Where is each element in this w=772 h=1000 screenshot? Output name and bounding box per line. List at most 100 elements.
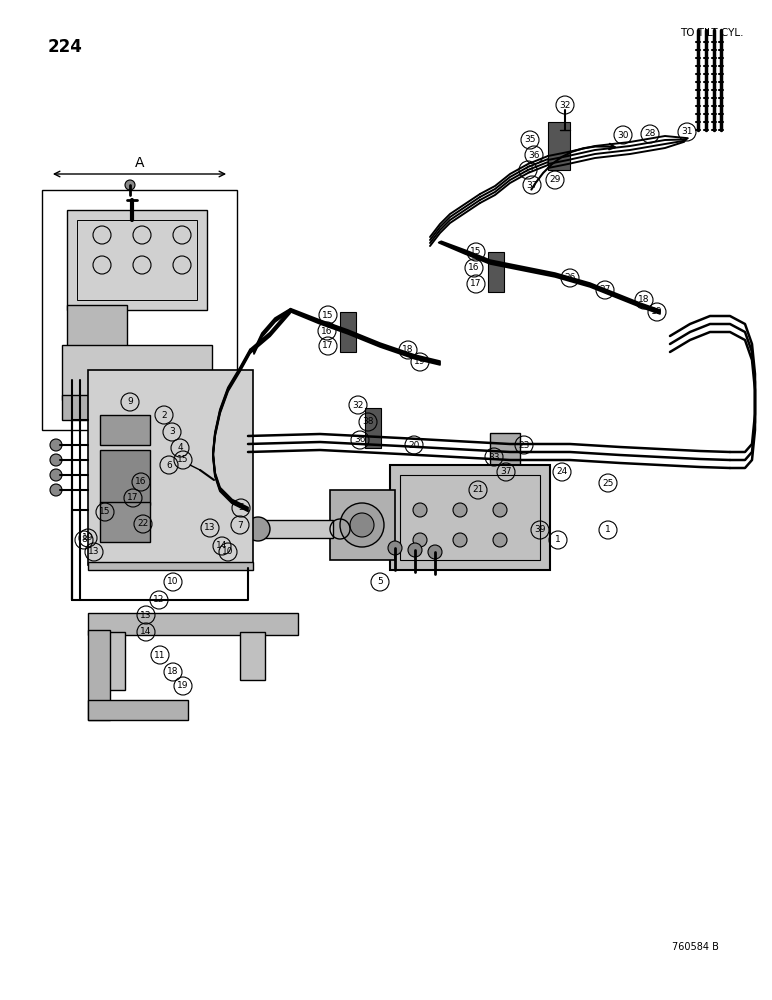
Text: 18: 18 [168,668,179,676]
Text: 5: 5 [378,578,383,586]
Text: 13: 13 [141,610,152,619]
Text: 16: 16 [135,478,147,487]
Bar [42,190,237,430]
Text: 12: 12 [154,595,164,604]
Text: A: A [135,156,144,170]
Bar [67,305,127,350]
Bar [62,345,212,400]
Text: 30: 30 [618,130,628,139]
Text: 27: 27 [599,286,611,294]
Text: 6: 6 [166,460,172,470]
Circle shape [50,454,62,466]
Text: 33: 33 [488,452,499,462]
Bar [400,475,540,560]
Bar [100,415,150,445]
Text: 17: 17 [470,279,482,288]
Circle shape [413,503,427,517]
Circle shape [413,533,427,547]
Text: 3: 3 [169,428,175,436]
Bar [100,450,150,505]
Text: 15: 15 [470,247,482,256]
Bar [67,210,207,310]
Text: 23: 23 [518,440,530,450]
Text: 13: 13 [88,548,100,556]
Text: 10: 10 [168,578,179,586]
Bar [100,632,125,690]
Text: 39: 39 [534,526,546,534]
Bar [258,520,333,538]
Bar [88,613,298,635]
Bar [240,632,265,680]
Text: 4: 4 [178,444,183,452]
Text: 18: 18 [638,296,650,304]
Circle shape [340,503,384,547]
Circle shape [428,545,442,559]
Circle shape [50,484,62,496]
Text: 15: 15 [100,508,110,516]
Text: 29: 29 [550,176,560,184]
Text: 19: 19 [415,358,425,366]
Bar [365,408,381,448]
Circle shape [246,517,270,541]
Text: 20: 20 [408,440,420,450]
Text: TO TILT CYL.: TO TILT CYL. [680,28,743,38]
Text: 19: 19 [83,534,93,542]
Bar [548,122,570,170]
Circle shape [408,543,422,557]
Text: 36: 36 [528,150,540,159]
Text: 32: 32 [352,400,364,410]
Circle shape [125,180,135,190]
Text: 14: 14 [141,628,151,637]
Bar [88,562,253,570]
Text: 33: 33 [522,165,533,174]
Circle shape [50,439,62,451]
Text: 36: 36 [354,436,366,444]
Text: 5: 5 [238,504,244,512]
Circle shape [50,469,62,481]
Circle shape [493,533,507,547]
Text: 8: 8 [81,536,87,544]
Text: 13: 13 [205,524,215,532]
Circle shape [453,503,467,517]
Text: 19: 19 [652,308,662,316]
Text: 14: 14 [216,542,228,550]
Text: 38: 38 [362,418,374,426]
Text: 7: 7 [237,520,243,530]
Text: 18: 18 [402,346,414,355]
Text: 37: 37 [527,180,538,190]
Bar [340,312,356,352]
Text: 1: 1 [605,526,611,534]
Text: 760584 B: 760584 B [672,942,719,952]
Text: 32: 32 [559,101,571,109]
Bar [62,395,217,420]
Circle shape [388,541,402,555]
Text: 15: 15 [322,310,334,320]
Text: 22: 22 [137,520,149,528]
Text: 17: 17 [127,493,139,502]
Text: 16: 16 [321,326,333,336]
Text: 10: 10 [222,548,234,556]
Circle shape [453,533,467,547]
Text: 16: 16 [469,263,479,272]
Text: 24: 24 [557,468,567,477]
Text: 1: 1 [555,536,561,544]
Text: 21: 21 [472,486,484,494]
Bar [488,252,504,292]
Bar [490,433,520,488]
Text: 35: 35 [524,135,536,144]
Text: 37: 37 [500,468,512,477]
Circle shape [350,513,374,537]
Bar [77,220,197,300]
Text: 224: 224 [48,38,83,56]
Bar [100,502,150,542]
Bar [88,630,110,720]
Text: 9: 9 [127,397,133,406]
Text: 11: 11 [154,650,166,660]
Text: 17: 17 [322,342,334,351]
Bar [88,700,188,720]
Circle shape [493,503,507,517]
Text: 15: 15 [178,456,188,464]
Text: 2: 2 [161,410,167,420]
Text: 19: 19 [178,682,188,690]
Bar [330,490,395,560]
